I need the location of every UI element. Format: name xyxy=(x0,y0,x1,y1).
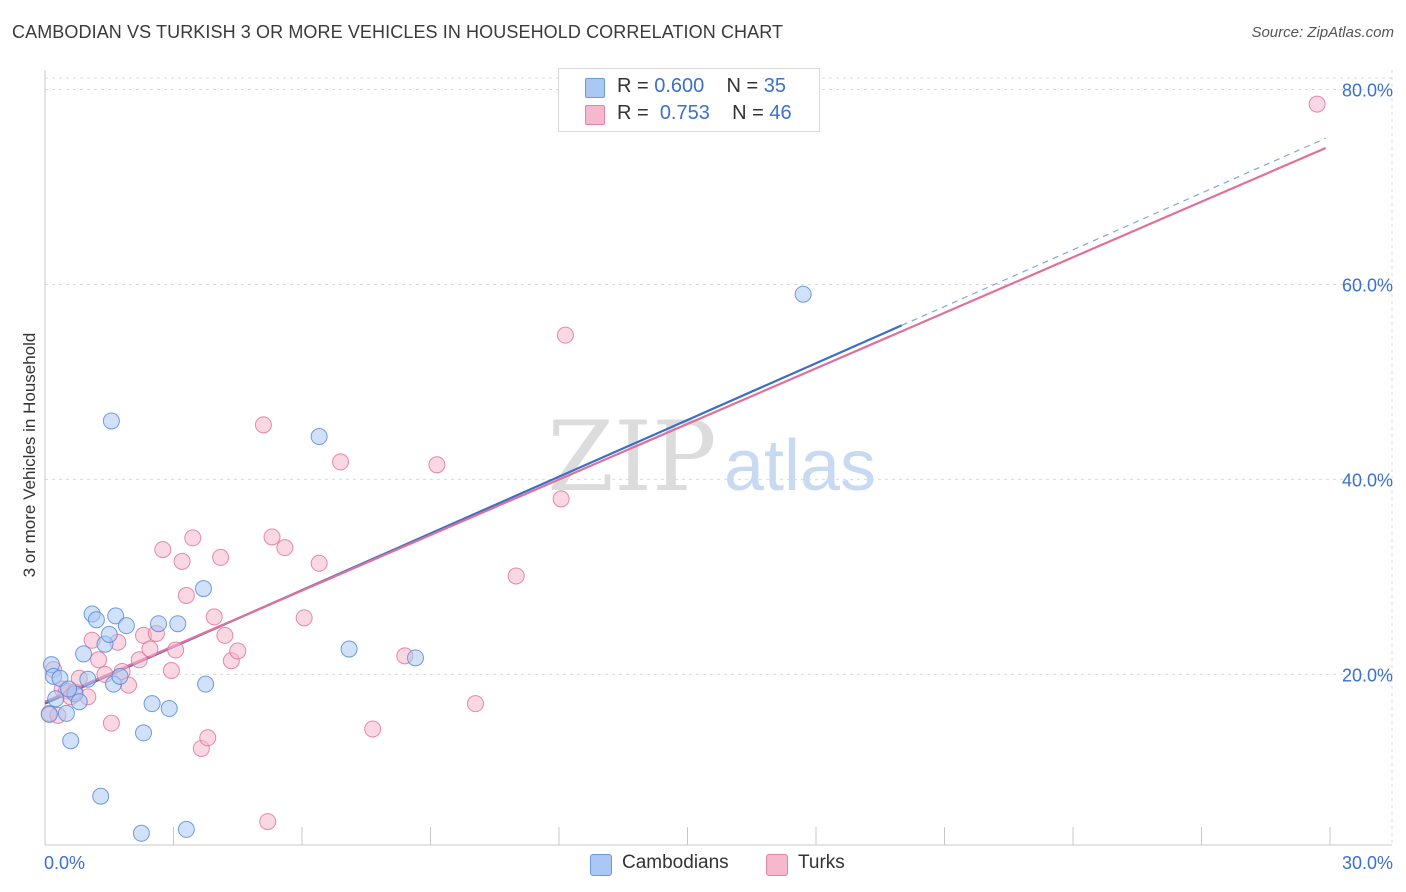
legend-n-label: N = xyxy=(732,102,770,124)
source-credit: Source: ZipAtlas.com xyxy=(1251,24,1394,41)
point-turks-33 xyxy=(254,416,272,434)
legend-r-label: R = xyxy=(617,102,655,124)
point-turks-18 xyxy=(141,640,159,658)
y-tick-label-1: 40.0% xyxy=(1342,470,1393,490)
point-turks-28 xyxy=(205,608,223,626)
point-cambodians-24 xyxy=(160,700,178,718)
legend-r-value: 0.753 xyxy=(659,102,710,124)
point-turks-27 xyxy=(199,729,217,747)
x-tick-label-1: 30.0% xyxy=(1342,853,1393,873)
legend-n-label: N = xyxy=(726,75,764,97)
point-cambodians-12 xyxy=(92,787,110,805)
point-cambodians-19 xyxy=(117,617,135,635)
point-turks-35 xyxy=(263,528,281,546)
x-tick-label-0: 0.0% xyxy=(44,853,85,873)
point-cambodians-27 xyxy=(194,580,212,598)
point-turks-45 xyxy=(552,490,570,508)
grid-lines xyxy=(45,70,1393,845)
point-turks-39 xyxy=(332,453,350,471)
point-cambodians-0 xyxy=(40,705,58,723)
point-turks-30 xyxy=(216,626,234,644)
point-cambodians-33 xyxy=(47,690,65,708)
point-cambodians-20 xyxy=(132,824,150,842)
point-turks-43 xyxy=(466,695,484,713)
point-cambodians-5 xyxy=(62,732,80,750)
bottom-legend-label-turks: Turks xyxy=(798,852,845,873)
legend-n-value: 46 xyxy=(769,102,792,124)
point-turks-21 xyxy=(162,662,180,680)
point-turks-23 xyxy=(173,552,191,570)
chart-title: CAMBODIAN VS TURKISH 3 OR MORE VEHICLES … xyxy=(12,22,784,42)
point-cambodians-17 xyxy=(107,607,125,625)
point-turks-12 xyxy=(102,714,120,732)
point-cambodians-26 xyxy=(177,820,195,838)
trendlines xyxy=(44,137,1327,705)
y-axis-label: 3 or more Vehicles in Household xyxy=(20,332,39,578)
y-tick-label-3: 80.0% xyxy=(1342,80,1393,100)
point-cambodians-4 xyxy=(57,704,75,722)
data-points xyxy=(40,95,1326,842)
point-turks-32 xyxy=(229,642,247,660)
point-cambodians-9 xyxy=(79,670,97,688)
point-turks-29 xyxy=(212,548,230,566)
point-turks-20 xyxy=(154,541,172,559)
point-cambodians-34 xyxy=(60,680,78,698)
watermark: ZIP atlas xyxy=(547,401,876,513)
point-turks-42 xyxy=(428,456,446,474)
point-cambodians-23 xyxy=(150,615,168,633)
bottom-legend-swatch-cambodians xyxy=(590,854,612,876)
point-cambodians-25 xyxy=(169,615,187,633)
point-cambodians-11 xyxy=(87,611,105,629)
legend-text-cambodians: R = 0.600 N = 35 xyxy=(617,75,786,98)
point-turks-37 xyxy=(295,609,313,627)
point-turks-40 xyxy=(364,720,382,738)
point-turks-25 xyxy=(184,529,202,547)
bottom-legend-label-cambodians: Cambodians xyxy=(622,852,729,873)
point-turks-44 xyxy=(507,567,525,585)
legend-swatch-turks xyxy=(585,105,605,125)
bottom-legend-swatch-turks xyxy=(766,854,788,876)
point-cambodians-22 xyxy=(143,695,161,713)
point-turks-22 xyxy=(167,641,185,659)
watermark-atlas: atlas xyxy=(724,426,876,506)
point-cambodians-32 xyxy=(794,285,812,303)
legend-n-value: 35 xyxy=(763,75,787,97)
point-turks-16 xyxy=(130,651,148,669)
point-turks-24 xyxy=(177,586,195,604)
point-turks-34 xyxy=(259,813,277,831)
point-cambodians-18 xyxy=(111,667,129,685)
legend-r-value: 0.600 xyxy=(654,75,705,97)
point-turks-46 xyxy=(556,326,574,344)
trendline-cambodians-extension xyxy=(901,137,1326,326)
point-cambodians-14 xyxy=(100,625,118,643)
y-tick-label-2: 60.0% xyxy=(1342,275,1393,295)
point-turks-10 xyxy=(90,651,108,669)
legend: R = 0.600 N = 35 R = 0.753 N = 46 xyxy=(558,68,820,132)
y-tick-label-0: 20.0% xyxy=(1342,665,1393,685)
point-turks-38 xyxy=(310,554,328,572)
legend-swatch-cambodians xyxy=(585,78,605,98)
point-cambodians-30 xyxy=(340,640,358,658)
legend-r-label: R = xyxy=(617,75,655,97)
trendline-turks xyxy=(44,146,1327,703)
tick-labels: 20.0% 40.0% 60.0% 80.0% 0.0% 30.0% xyxy=(44,80,1393,873)
point-turks-47 xyxy=(1308,95,1326,113)
point-cambodians-21 xyxy=(135,724,153,742)
axes xyxy=(44,70,1392,846)
point-cambodians-8 xyxy=(75,645,93,663)
point-cambodians-31 xyxy=(407,649,425,667)
legend-text-turks: R = 0.753 N = 46 xyxy=(617,102,792,125)
point-cambodians-28 xyxy=(197,675,215,693)
point-cambodians-29 xyxy=(310,428,328,446)
point-cambodians-7 xyxy=(70,693,88,711)
point-cambodians-15 xyxy=(102,412,120,430)
point-turks-36 xyxy=(276,539,294,557)
